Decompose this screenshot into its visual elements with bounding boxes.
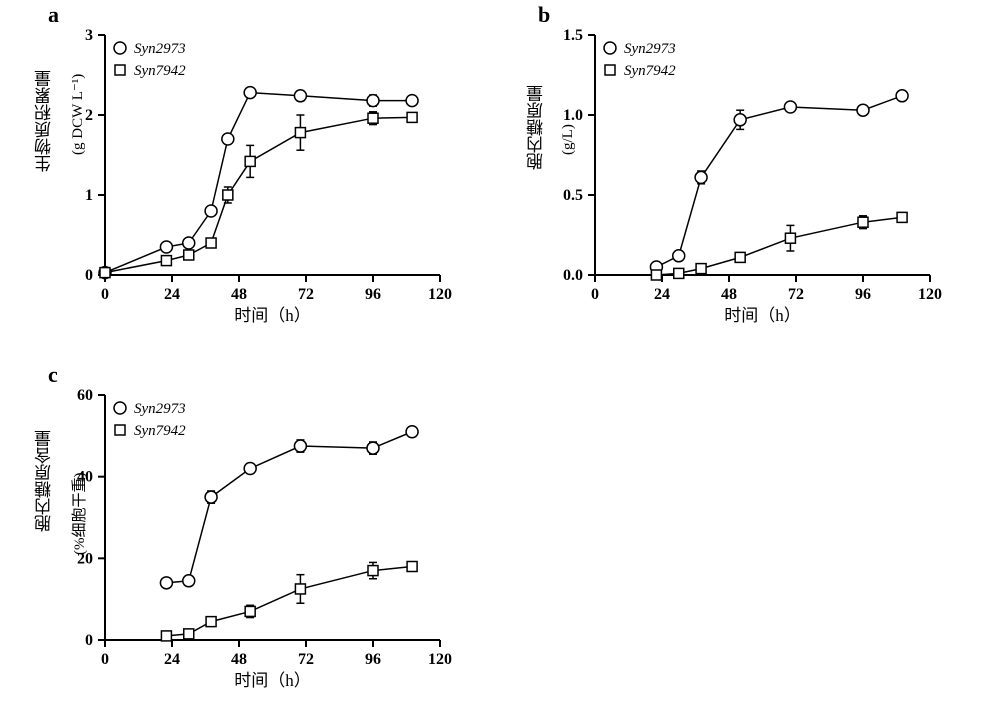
svg-text:120: 120 — [428, 651, 452, 668]
svg-text:Syn7942: Syn7942 — [134, 63, 186, 79]
svg-text:0: 0 — [101, 651, 109, 668]
svg-text:24: 24 — [164, 651, 180, 668]
svg-text:72: 72 — [788, 286, 804, 303]
svg-text:Syn2973: Syn2973 — [624, 41, 676, 57]
svg-text:24: 24 — [654, 286, 670, 303]
svg-text:时间（h）: 时间（h） — [724, 306, 801, 325]
svg-text:Syn7942: Syn7942 — [134, 423, 186, 439]
svg-text:96: 96 — [855, 286, 871, 303]
svg-text:Syn7942: Syn7942 — [624, 63, 676, 79]
svg-text:0.5: 0.5 — [563, 187, 583, 204]
svg-text:0.0: 0.0 — [563, 267, 583, 284]
svg-text:48: 48 — [231, 286, 247, 303]
svg-text:96: 96 — [365, 286, 381, 303]
svg-text:3: 3 — [85, 27, 93, 44]
svg-text:48: 48 — [721, 286, 737, 303]
svg-text:1.0: 1.0 — [563, 107, 583, 124]
svg-text:60: 60 — [77, 387, 93, 404]
svg-text:72: 72 — [298, 286, 314, 303]
svg-text:24: 24 — [164, 286, 180, 303]
svg-text:时间（h）: 时间（h） — [234, 671, 311, 690]
svg-text:48: 48 — [231, 651, 247, 668]
svg-text:Syn2973: Syn2973 — [134, 41, 186, 57]
svg-text:1: 1 — [85, 187, 93, 204]
svg-text:96: 96 — [365, 651, 381, 668]
svg-text:时间（h）: 时间（h） — [234, 306, 311, 325]
svg-text:0: 0 — [101, 286, 109, 303]
svg-text:Syn2973: Syn2973 — [134, 401, 186, 417]
svg-text:0: 0 — [591, 286, 599, 303]
svg-text:120: 120 — [918, 286, 942, 303]
svg-text:20: 20 — [77, 550, 93, 567]
svg-text:120: 120 — [428, 286, 452, 303]
svg-text:40: 40 — [77, 469, 93, 486]
svg-text:2: 2 — [85, 107, 93, 124]
svg-text:0: 0 — [85, 267, 93, 284]
svg-text:72: 72 — [298, 651, 314, 668]
svg-text:0: 0 — [85, 632, 93, 649]
figure-canvas: 0 24 48 72 96 120 0 1 2 3 时间（h） Syn2973 Syn7942 0 24 48… — [0, 0, 1000, 717]
svg-text:1.5: 1.5 — [563, 27, 583, 44]
